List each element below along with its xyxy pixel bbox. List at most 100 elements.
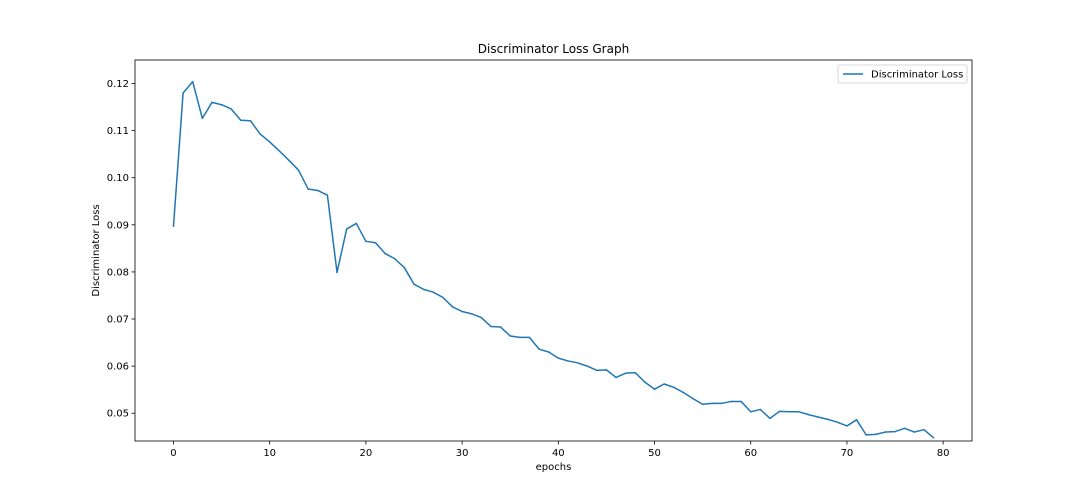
data-point: [538, 348, 540, 350]
plot-area: [134, 59, 973, 442]
data-point: [509, 335, 511, 337]
y-tick-label: 0.12: [107, 79, 129, 90]
x-tick-label: 10: [263, 448, 276, 459]
data-point: [499, 326, 502, 328]
data-point: [259, 133, 261, 135]
data-point: [634, 371, 637, 374]
x-tick-label: 70: [841, 448, 854, 459]
data-point: [365, 240, 367, 243]
data-point: [615, 376, 617, 379]
data-point: [442, 296, 444, 299]
x-tick-label: 50: [648, 448, 661, 459]
legend-box: [837, 64, 968, 84]
data-point: [547, 351, 550, 353]
data-point: [384, 252, 386, 255]
data-point: [230, 108, 232, 110]
data-point: [605, 369, 608, 371]
plot-frame: [134, 59, 973, 442]
data-point: [673, 386, 675, 389]
data-point: [865, 434, 867, 436]
data-point: [297, 169, 300, 171]
legend: Discriminator Loss: [837, 64, 968, 84]
data-point: [172, 225, 175, 227]
data-point: [567, 360, 569, 362]
y-tick-label: 0.07: [107, 315, 129, 326]
data-point: [490, 325, 492, 328]
y-tick-label: 0.06: [107, 362, 129, 373]
data-point: [336, 271, 338, 274]
data-point: [519, 336, 521, 339]
data-point: [374, 241, 377, 244]
data-point: [403, 266, 406, 269]
data-point: [711, 402, 713, 405]
data-point: [278, 150, 281, 152]
x-tick-label: 80: [937, 448, 950, 459]
data-point: [653, 388, 656, 390]
data-point: [788, 411, 790, 413]
data-point: [624, 372, 627, 374]
x-axis: 0 10 20 30 40 50 60 70 80: [170, 441, 950, 459]
data-point: [249, 120, 252, 122]
data-point: [480, 316, 483, 319]
data-point: [191, 80, 194, 83]
data-point: [701, 403, 704, 406]
data-point: [721, 402, 723, 405]
data-point: [807, 413, 810, 416]
data-point: [432, 291, 434, 293]
data-point: [932, 436, 935, 439]
data-point: [576, 362, 579, 364]
data-point: [557, 357, 560, 359]
data-point: [884, 431, 887, 433]
plot-background: [135, 60, 972, 441]
legend-label: Discriminator Loss: [871, 70, 963, 81]
data-point: [855, 419, 858, 421]
data-point: [413, 283, 415, 285]
y-axis-title: Discriminator Loss: [91, 204, 102, 296]
data-point: [182, 92, 184, 94]
x-tick-label: 60: [744, 448, 757, 459]
data-point: [826, 418, 829, 421]
data-point: [528, 336, 531, 339]
data-point: [798, 411, 800, 413]
data-point: [759, 408, 762, 411]
data-point: [345, 228, 348, 230]
data-point: [307, 188, 309, 190]
x-tick-label: 40: [552, 448, 565, 459]
data-point: [817, 416, 819, 418]
data-point: [903, 427, 906, 430]
y-tick-label: 0.08: [107, 267, 129, 278]
data-point: [586, 365, 588, 367]
data-point: [326, 194, 329, 196]
data-point: [317, 189, 319, 192]
y-tick-label: 0.05: [107, 409, 129, 420]
data-point: [451, 306, 454, 308]
y-tick-label: 0.11: [107, 126, 129, 137]
data-point: [846, 425, 848, 427]
data-point: [923, 428, 925, 431]
data-point: [749, 411, 752, 413]
data-point: [211, 101, 213, 104]
data-point: [288, 159, 290, 162]
data-point: [740, 400, 742, 403]
y-tick-label: 0.10: [107, 173, 129, 184]
data-point: [730, 400, 733, 403]
chart-title: Discriminator Loss Graph: [478, 42, 629, 56]
data-points: [172, 80, 935, 439]
data-point: [422, 288, 425, 291]
data-point: [355, 222, 358, 225]
data-point: [913, 431, 916, 433]
data-point: [394, 257, 396, 260]
data-point: [692, 397, 694, 400]
data-point: [596, 369, 598, 372]
series-line-discriminator-loss: [172, 80, 934, 439]
data-point: [894, 430, 896, 433]
x-axis-title: epochs: [536, 462, 572, 473]
data-point: [663, 383, 665, 385]
data-point: [769, 417, 771, 420]
data-point: [470, 313, 473, 315]
data-point: [682, 391, 685, 394]
data-point: [461, 310, 463, 313]
data-point: [875, 433, 877, 436]
